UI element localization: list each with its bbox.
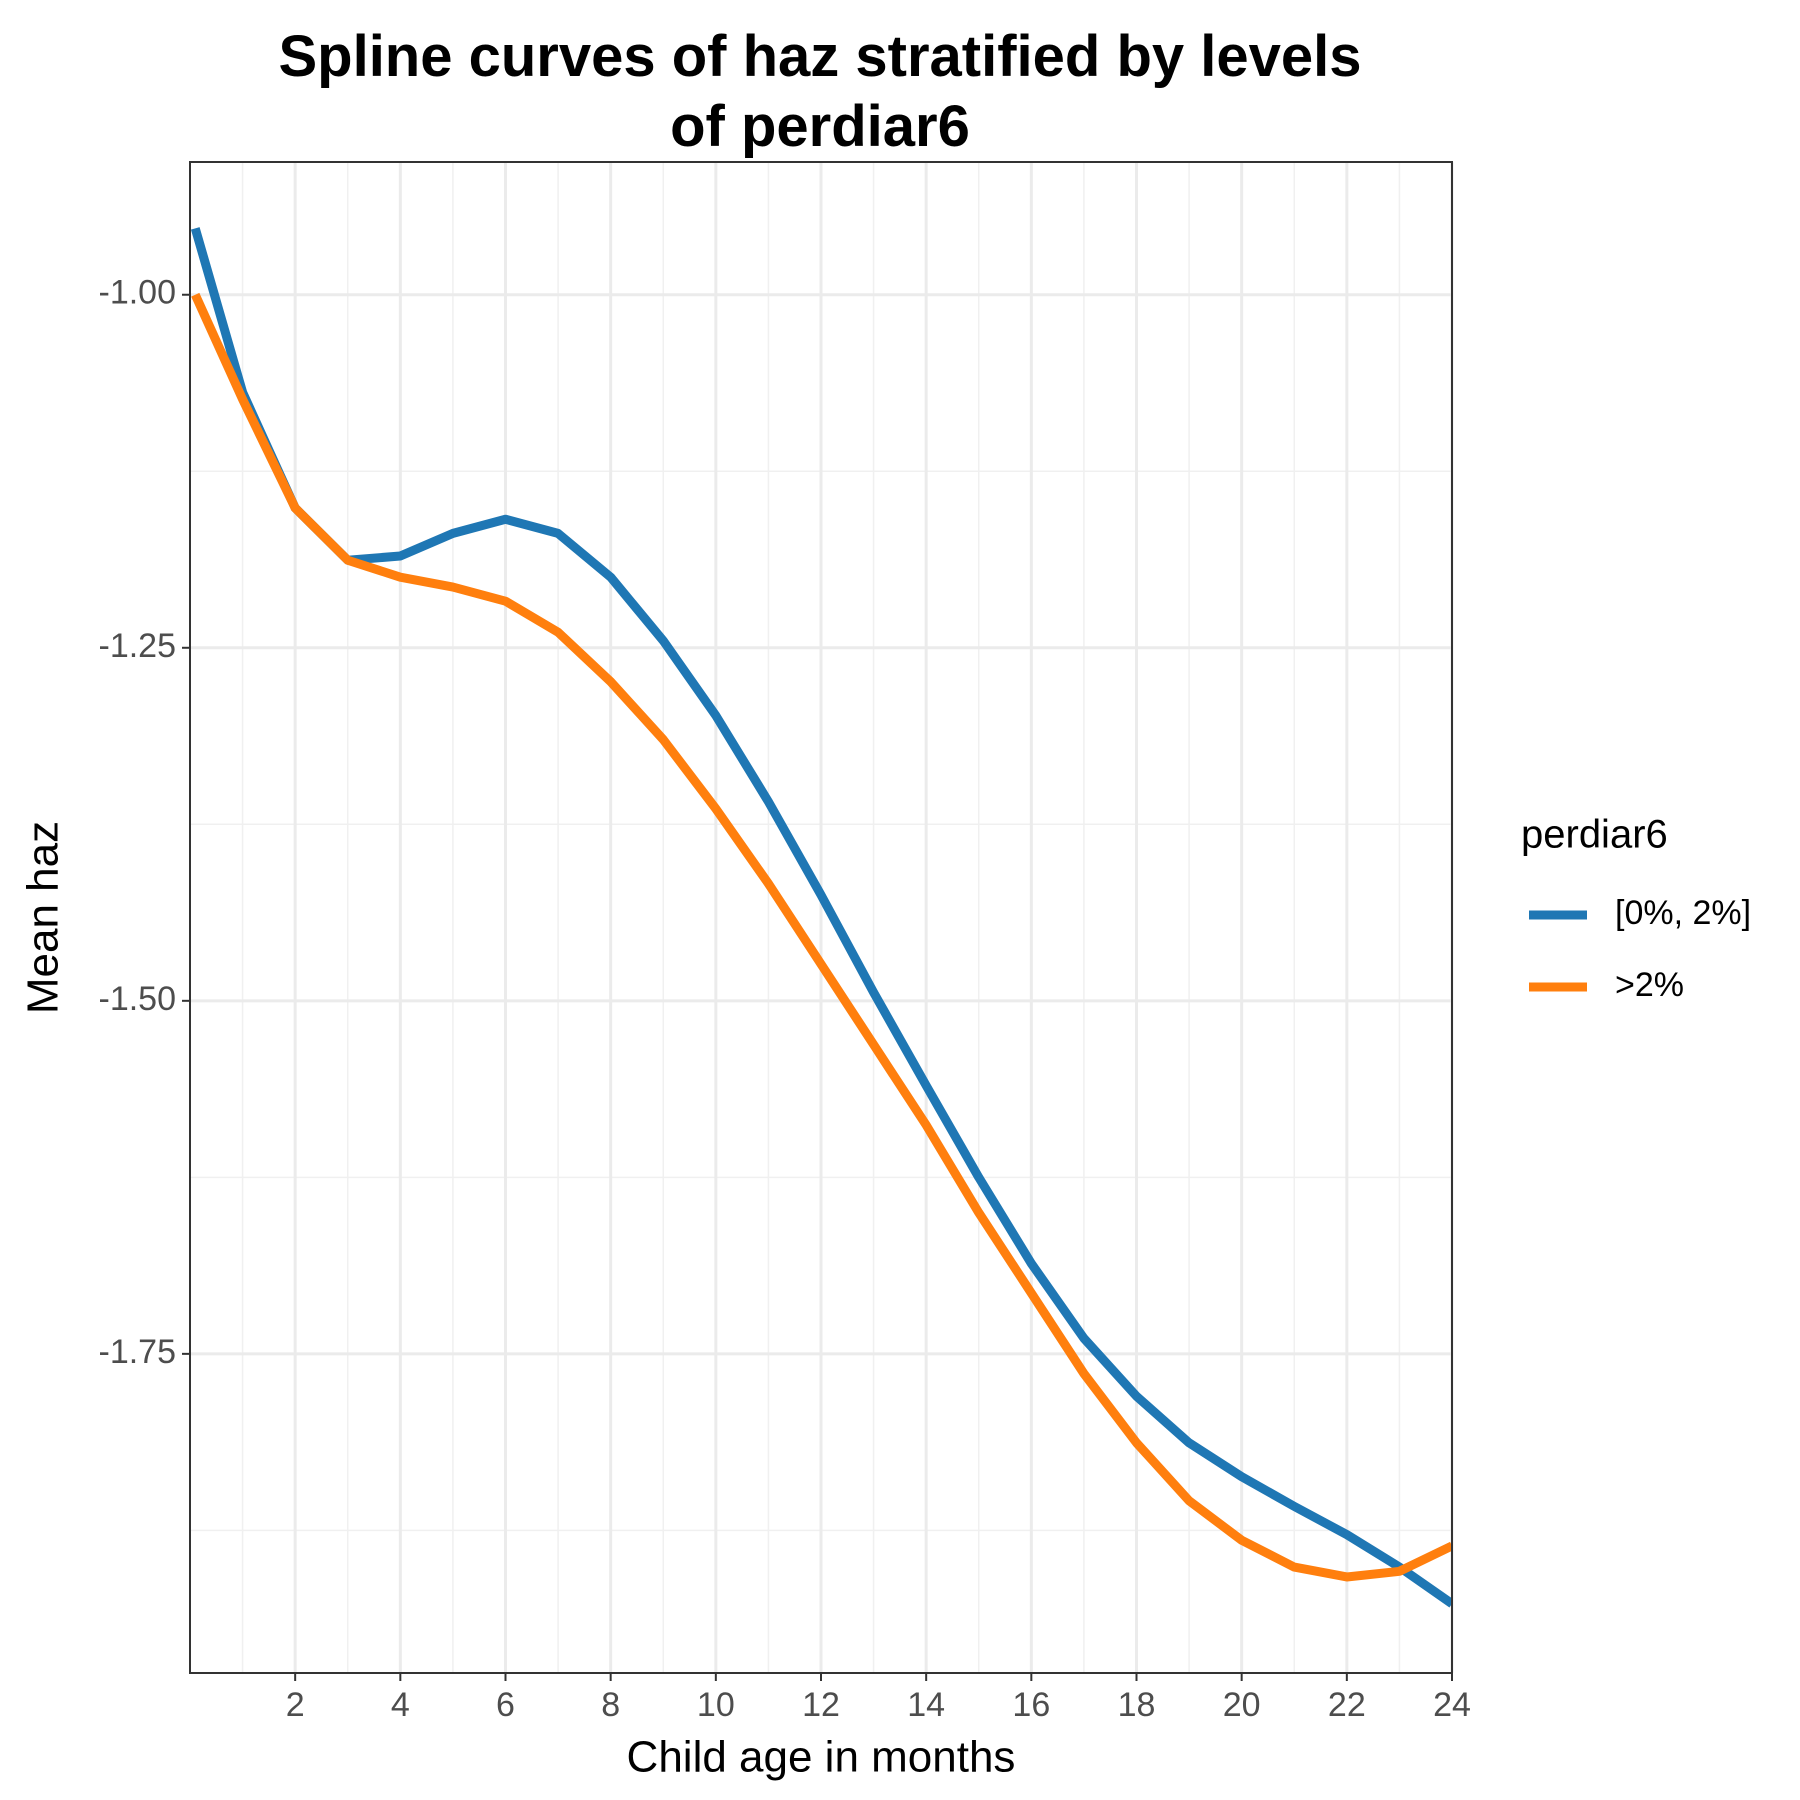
x-tick-label: 18 (1118, 1686, 1156, 1724)
y-tick-label: -1.75 (99, 1333, 177, 1371)
x-tick-label: 16 (1012, 1686, 1050, 1724)
x-tick-label: 2 (286, 1686, 305, 1724)
x-tick-label: 24 (1433, 1686, 1471, 1724)
x-tick-label: 10 (697, 1686, 735, 1724)
x-tick-label: 20 (1223, 1686, 1261, 1724)
x-tick-label: 8 (601, 1686, 620, 1724)
x-tick-label: 14 (907, 1686, 945, 1724)
x-tick-label: 6 (496, 1686, 515, 1724)
series-line (190, 227, 1452, 1608)
x-axis-title: Child age in months (627, 1733, 1016, 1782)
y-tick-label: -1.00 (99, 274, 177, 312)
legend-label: [0%, 2%] (1615, 894, 1751, 932)
legend-label: >2% (1615, 966, 1684, 1004)
y-tick-label: -1.50 (99, 980, 177, 1018)
series-line (191, 292, 1452, 1582)
y-tick-label: -1.25 (99, 627, 177, 665)
x-tick-label: 4 (391, 1686, 410, 1724)
panel-border (189, 161, 1453, 1674)
chart-title: Spline curves of haz stratified by level… (278, 24, 1362, 159)
x-tick-label: 12 (802, 1686, 840, 1724)
x-tick-label: 22 (1328, 1686, 1366, 1724)
legend-title: perdiar6 (1521, 813, 1668, 857)
y-axis-title: Mean haz (19, 821, 68, 1014)
